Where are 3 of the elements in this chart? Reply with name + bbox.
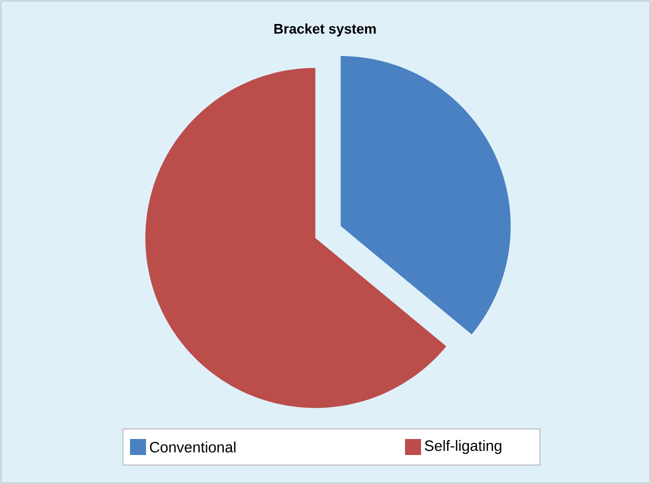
legend-label: Self-ligating <box>424 440 502 454</box>
legend-label: Conventional <box>150 442 236 452</box>
chart-title: Bracket system <box>274 23 376 36</box>
